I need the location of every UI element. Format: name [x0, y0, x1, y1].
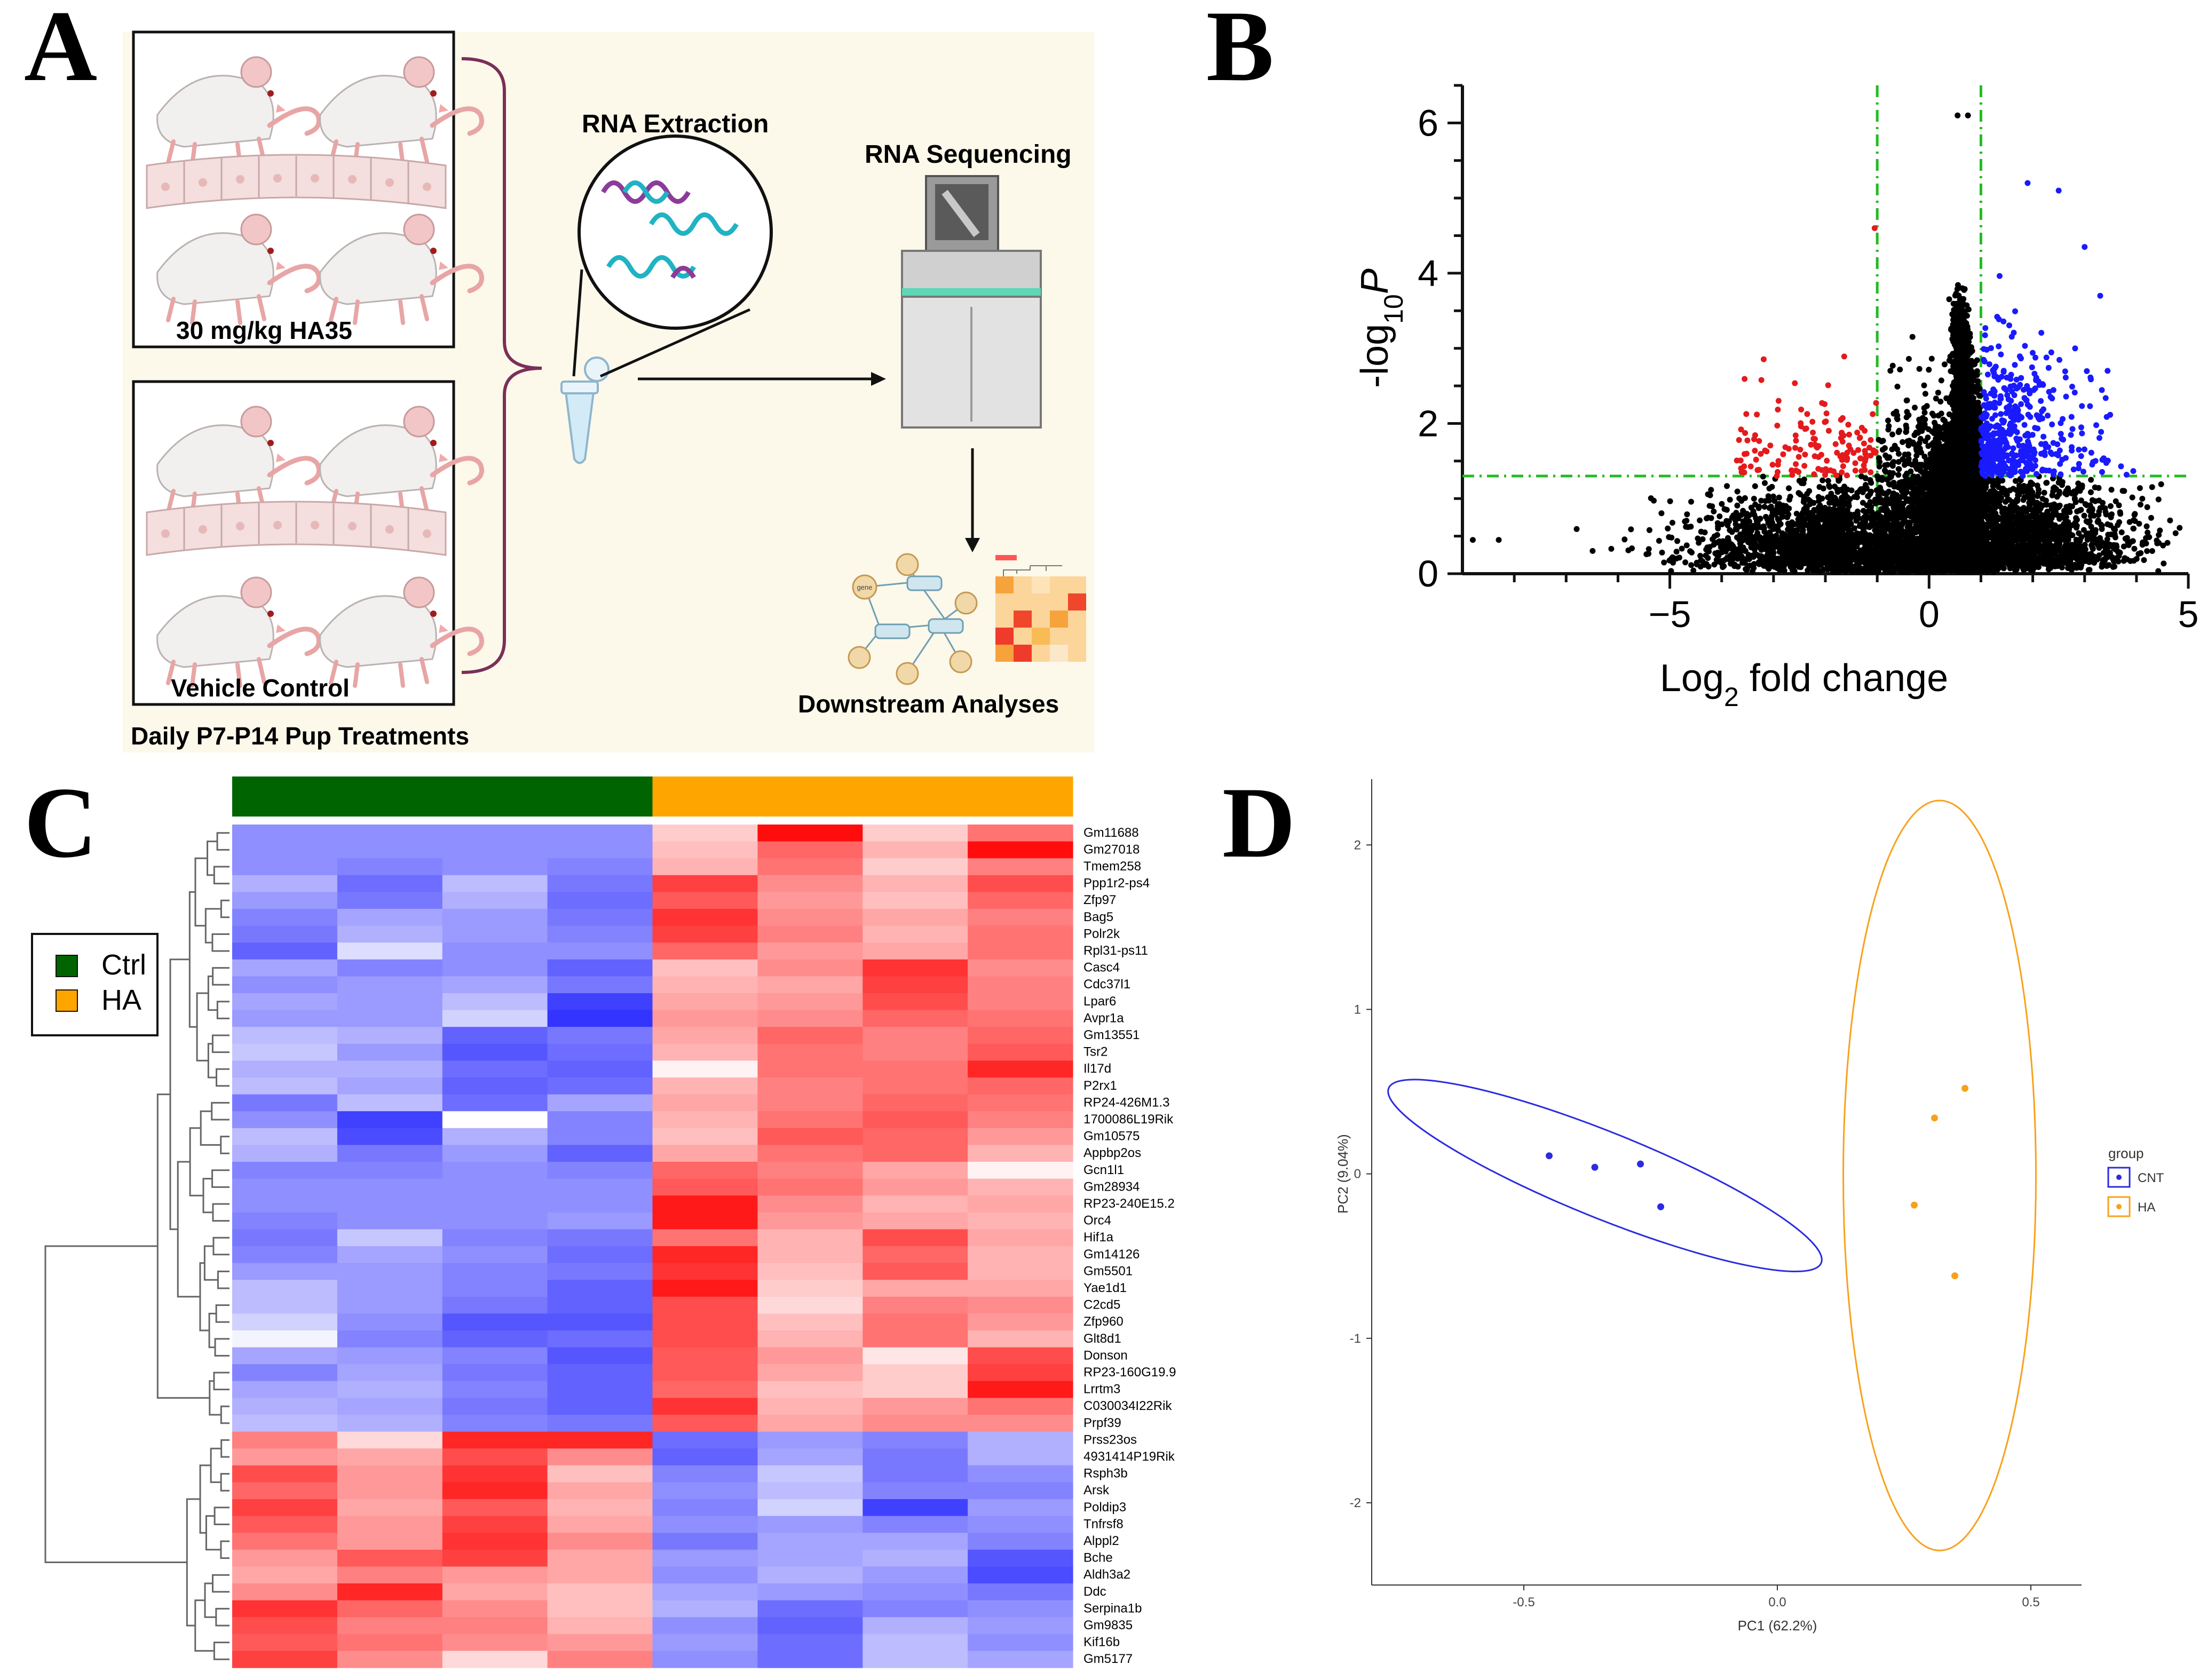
volcano-point — [1926, 367, 1932, 373]
control-group-label: Vehicle Control — [171, 674, 350, 702]
sequencer-icon — [901, 175, 1042, 429]
volcano-x-tick-label: 5 — [2178, 593, 2199, 635]
step-sequencing-label: RNA Sequencing — [865, 140, 1072, 169]
volcano-point — [1921, 409, 1928, 416]
gene-network-icon: gene — [848, 553, 978, 685]
panel-a: A 30 mg/kg HA35 Vehicle Control Daily P7… — [24, 0, 1094, 752]
volcano-point — [1938, 377, 1944, 384]
rna-extraction-icon — [572, 134, 773, 378]
volcano-y-tick-label: 2 — [1418, 402, 1438, 444]
volcano-point — [1935, 390, 1941, 396]
step-downstream-label: Downstream Analyses — [798, 690, 1059, 718]
treated-group-label: 30 mg/kg HA35 — [176, 316, 352, 344]
volcano-plot: −5 0 5 0 2 4 6 Log2 fold change -log10P — [1354, 84, 2199, 712]
volcano-x-axis-label: Log2 fold change — [1660, 657, 1948, 712]
volcano-y-tick-label: 6 — [1418, 102, 1438, 144]
panel-b-label: B — [1206, 0, 1274, 102]
volcano-points-ns — [1469, 112, 2183, 575]
volcano-point — [1940, 416, 1947, 423]
treatment-caption: Daily P7-P14 Pup Treatments — [131, 722, 469, 750]
arrow-head-to-sequencing — [871, 372, 886, 386]
volcano-point — [1946, 296, 1952, 303]
volcano-y-tick-label: 0 — [1418, 553, 1438, 595]
panel-b: B −5 0 5 0 2 4 6 Log2 fold change -log10P — [1206, 0, 2198, 712]
mini-heatmap-icon — [995, 555, 1086, 662]
arrow-head-to-analysis — [965, 538, 980, 552]
volcano-y-axis-label: -log10P — [1354, 268, 1409, 388]
volcano-y-tick-label: 4 — [1418, 252, 1438, 294]
volcano-x-tick-label: −5 — [1649, 593, 1691, 635]
step-extraction-label: RNA Extraction — [582, 110, 769, 138]
volcano-point — [1937, 399, 1944, 405]
grouping-brace — [461, 57, 542, 674]
volcano-point — [1938, 410, 1944, 417]
volcano-x-tick-label: 0 — [1919, 593, 1940, 635]
network-node-text: gene — [857, 583, 873, 591]
rna-tube-icon — [560, 356, 610, 464]
panel-a-label: A — [24, 0, 97, 102]
